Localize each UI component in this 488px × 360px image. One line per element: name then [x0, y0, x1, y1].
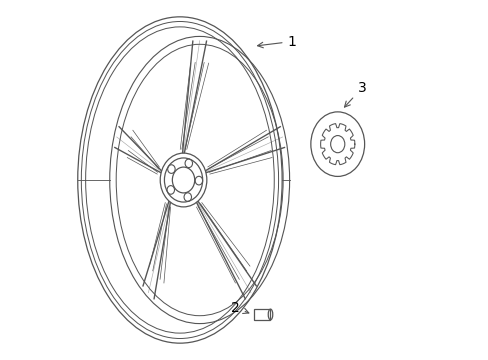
Text: 2: 2	[230, 301, 248, 315]
Text: 3: 3	[344, 81, 366, 107]
Text: 1: 1	[257, 35, 296, 49]
Bar	[254, 309, 270, 320]
